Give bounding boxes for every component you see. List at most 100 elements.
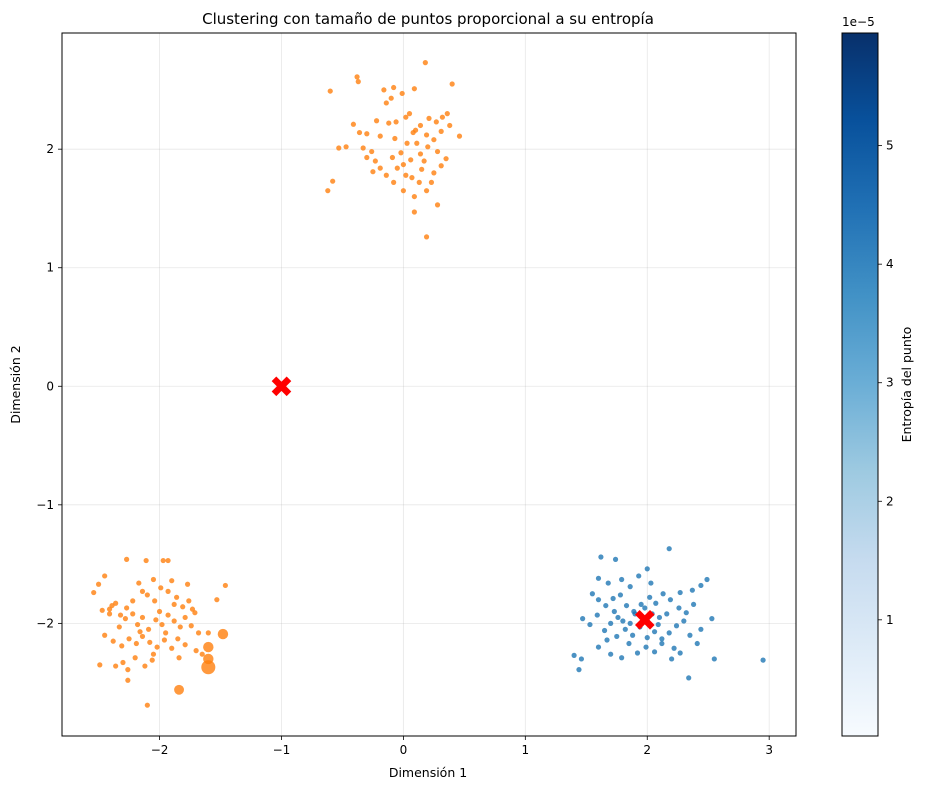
data-point [676, 605, 682, 611]
data-point [655, 621, 661, 628]
data-point [677, 650, 683, 656]
data-point [760, 657, 766, 663]
data-point [595, 597, 602, 603]
data-point [669, 656, 675, 662]
data-point [205, 630, 211, 636]
y-axis-ticks: −2 −1 0 1 2 [36, 142, 62, 630]
data-point [381, 87, 387, 93]
data-point [134, 621, 141, 628]
data-point [433, 119, 439, 125]
data-point [182, 642, 188, 648]
data-point [177, 624, 183, 630]
data-point [656, 614, 663, 621]
data-point [595, 575, 602, 581]
data-point [648, 580, 654, 586]
data-point [125, 677, 131, 683]
colorbar-tick-label: 1 [886, 613, 894, 627]
data-point [434, 202, 441, 208]
data-point [364, 154, 370, 161]
data-point [647, 594, 653, 600]
data-point [150, 576, 157, 583]
data-point [595, 644, 602, 650]
colorbar-label: Entropía del punto [899, 327, 914, 443]
data-point [184, 581, 191, 587]
data-point [611, 608, 617, 615]
data-point [139, 633, 146, 640]
data-point-large [203, 641, 214, 653]
data-point [199, 651, 205, 657]
data-point [343, 144, 349, 150]
data-point [400, 188, 406, 194]
data-point [694, 640, 700, 647]
data-point [102, 573, 108, 579]
data-point-large [201, 660, 216, 675]
data-point [150, 651, 157, 657]
data-point [356, 129, 363, 136]
data-point [399, 90, 405, 97]
data-point [195, 630, 202, 636]
data-point [636, 573, 642, 579]
data-point [651, 649, 658, 655]
data-point-large [217, 628, 229, 640]
data-point [130, 598, 136, 604]
data-point [180, 604, 186, 610]
data-point [673, 623, 680, 629]
data-point [626, 640, 632, 647]
data-point [391, 179, 397, 185]
data-point [622, 626, 628, 632]
data-point [421, 158, 427, 164]
data-point [169, 645, 175, 651]
data-point [222, 582, 228, 589]
data-point [419, 166, 425, 172]
data-point [392, 135, 398, 142]
x-axis-ticks: −2 −1 0 1 2 3 [151, 736, 773, 757]
data-point [136, 580, 142, 586]
data-point [189, 606, 196, 612]
data-point [644, 635, 650, 641]
colorbar-tick-label: 3 [886, 376, 894, 390]
data-point [186, 598, 192, 604]
centroid-marker [271, 376, 292, 397]
x-tick-label: 3 [765, 743, 773, 757]
data-point [598, 554, 604, 560]
data-point [409, 175, 415, 181]
x-tick-label: −1 [273, 743, 291, 757]
data-point [370, 169, 376, 175]
data-point [643, 644, 649, 650]
data-point [603, 602, 609, 609]
data-points [91, 60, 766, 708]
data-point [120, 659, 126, 666]
x-tick-label: 0 [400, 743, 408, 757]
data-point [389, 154, 396, 161]
data-point [165, 557, 171, 564]
data-point [149, 657, 155, 663]
colorbar-tick-label: 5 [886, 139, 894, 153]
data-point [610, 595, 616, 602]
data-point [627, 620, 633, 626]
data-point [687, 632, 693, 638]
data-point [651, 629, 658, 635]
data-point [681, 618, 687, 624]
data-point [99, 607, 105, 613]
data-point [423, 234, 430, 240]
data-point [690, 601, 697, 608]
colorbar-tick-label: 2 [886, 494, 894, 508]
data-point [601, 627, 608, 634]
data-point [620, 618, 626, 624]
data-point [133, 640, 139, 647]
data-point [391, 84, 397, 91]
data-point [171, 601, 177, 608]
data-point [364, 131, 370, 137]
data-point [659, 640, 665, 647]
data-point [360, 145, 366, 151]
data-point [431, 137, 437, 143]
data-point [571, 652, 577, 658]
data-point [406, 111, 413, 117]
data-point [336, 145, 342, 151]
data-point [403, 114, 409, 120]
data-point [686, 675, 692, 681]
data-point [153, 617, 159, 623]
data-point [578, 656, 585, 662]
data-point [619, 576, 625, 583]
x-tick-label: 2 [643, 743, 651, 757]
